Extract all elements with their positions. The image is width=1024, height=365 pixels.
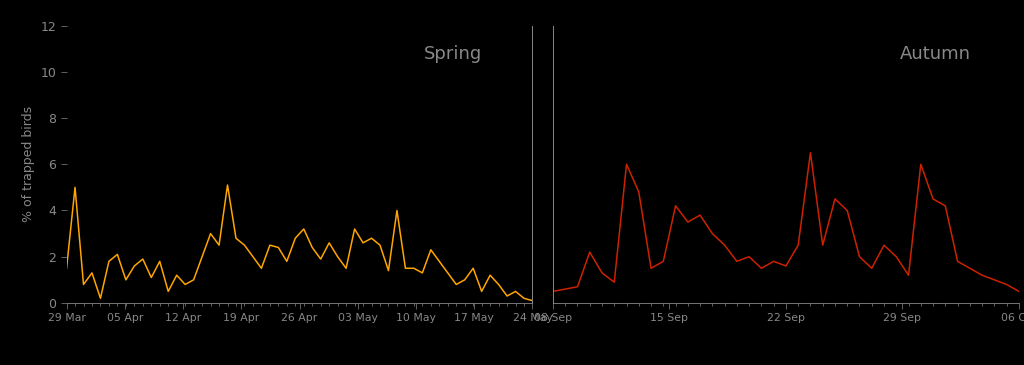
Text: Spring: Spring (424, 45, 482, 63)
Y-axis label: % of trapped birds: % of trapped birds (22, 106, 35, 222)
Text: Autumn: Autumn (899, 45, 971, 63)
